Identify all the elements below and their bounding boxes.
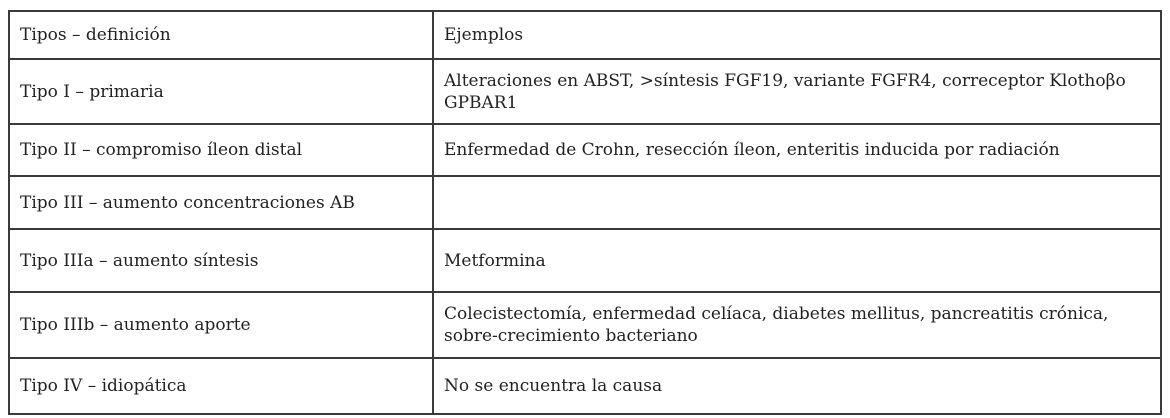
row-ejemplos: Enfermedad de Crohn, resección íleon, en… [432,123,1162,177]
header-ejemplos: Ejemplos [432,10,1162,60]
header-tipos: Tipos – definición [8,10,434,60]
table-row: Tipo IV – idiopática No se encuentra la … [8,357,1162,415]
classification-table: Tipos – definición Ejemplos Tipo I – pri… [8,10,1162,415]
table-row: Tipo I – primaria Alteraciones en ABST, … [8,58,1162,125]
row-ejemplos: Metformina [432,228,1162,293]
table-row: Tipo IIIb – aumento aporte Colecistectom… [8,291,1162,359]
table-row: Tipo II – compromiso íleon distal Enferm… [8,123,1162,177]
table-row: Tipo III – aumento concentraciones AB [8,175,1162,230]
row-tipo: Tipo II – compromiso íleon distal [8,123,434,177]
header-row: Tipos – definición Ejemplos [8,10,1162,60]
table-row: Tipo IIIa – aumento síntesis Metformina [8,228,1162,293]
row-tipo: Tipo IIIa – aumento síntesis [8,228,434,293]
row-tipo: Tipo IIIb – aumento aporte [8,291,434,359]
row-ejemplos: Alteraciones en ABST, >síntesis FGF19, v… [432,58,1162,125]
row-tipo: Tipo I – primaria [8,58,434,125]
row-ejemplos [432,175,1162,230]
row-tipo: Tipo III – aumento concentraciones AB [8,175,434,230]
row-tipo: Tipo IV – idiopática [8,357,434,415]
row-ejemplos: No se encuentra la causa [432,357,1162,415]
row-ejemplos: Colecistectomía, enfermedad celíaca, dia… [432,291,1162,359]
